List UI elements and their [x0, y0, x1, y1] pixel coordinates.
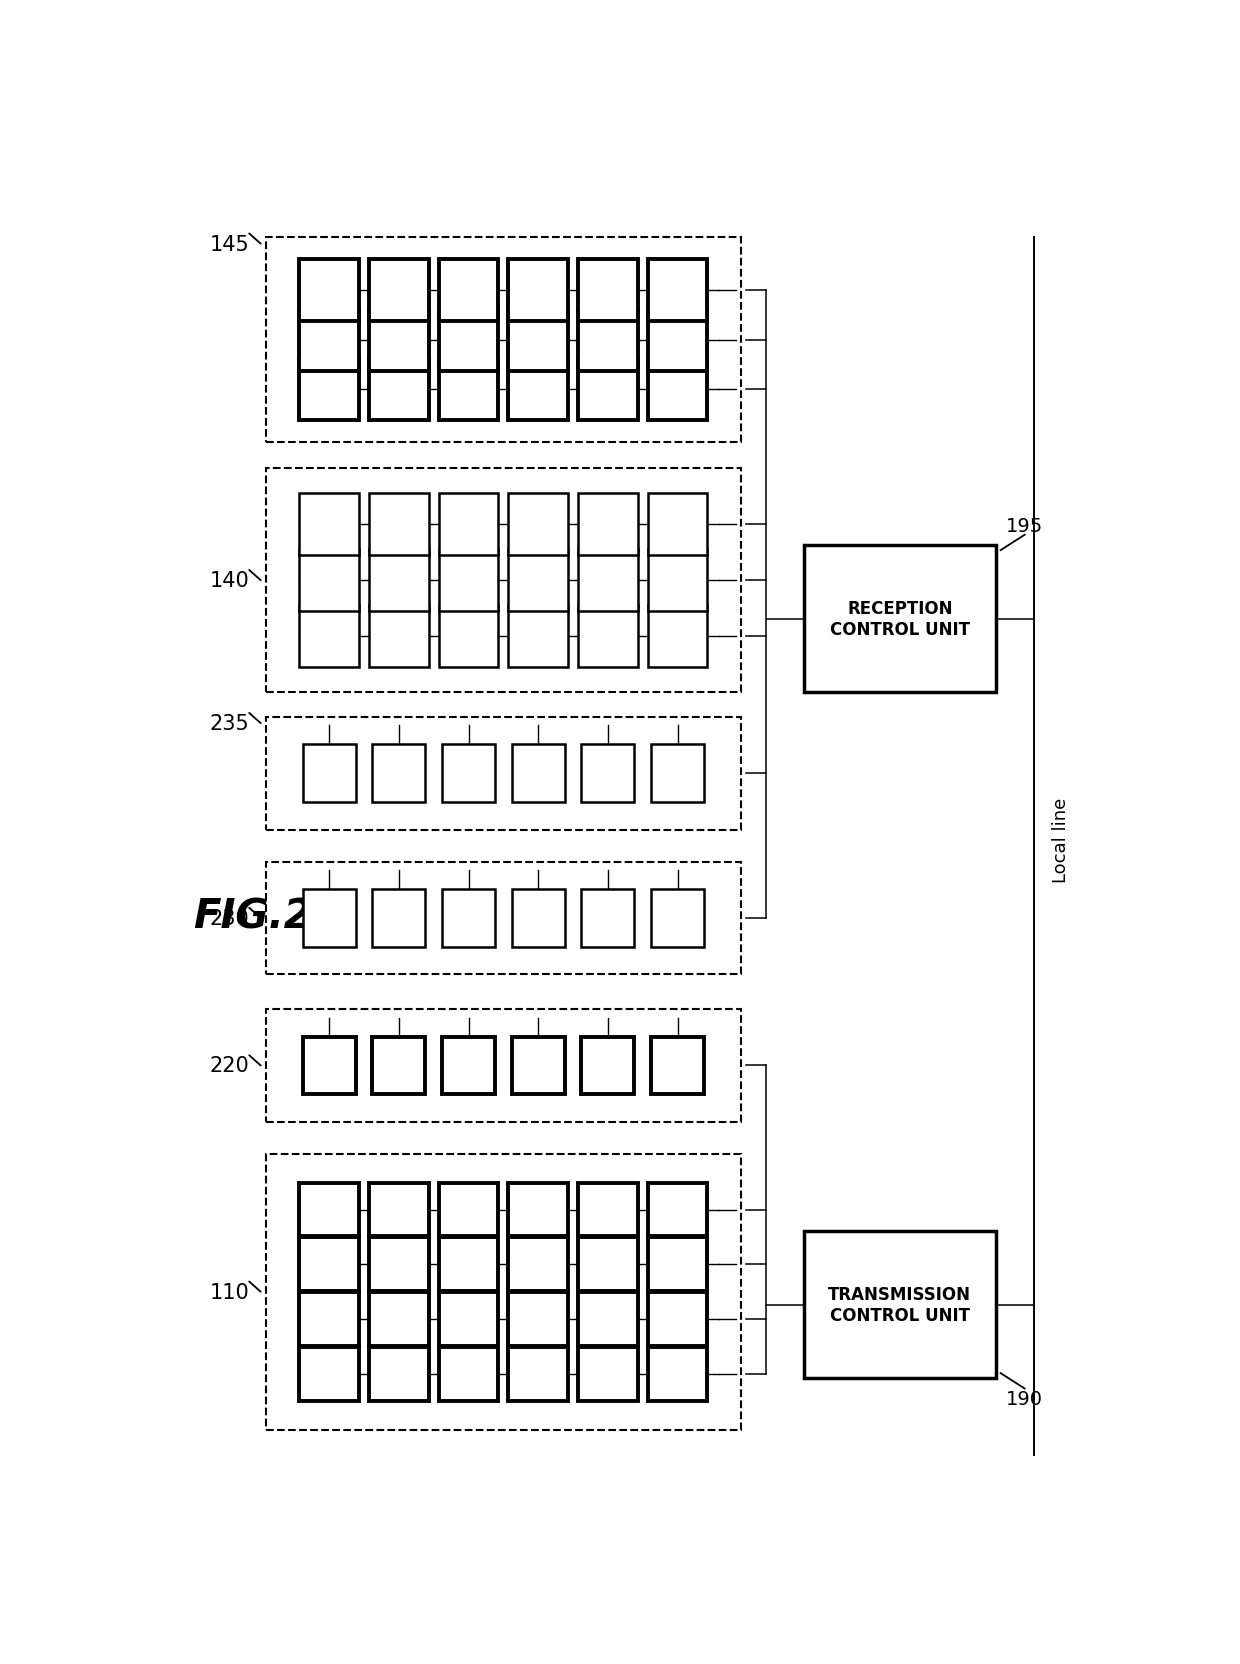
Text: FIG.2: FIG.2: [193, 897, 312, 937]
Bar: [443, 745, 495, 802]
Bar: [439, 359, 498, 421]
Bar: [578, 494, 637, 556]
Bar: [299, 606, 358, 667]
Bar: [299, 1183, 358, 1236]
Bar: [370, 310, 429, 371]
Bar: [647, 1293, 707, 1346]
Bar: [265, 1010, 742, 1122]
Bar: [578, 359, 637, 421]
Bar: [265, 238, 742, 443]
Bar: [578, 310, 637, 371]
Bar: [372, 890, 425, 947]
Bar: [508, 551, 568, 612]
Bar: [370, 260, 429, 321]
Text: 230: 230: [210, 909, 249, 929]
Text: TRANSMISSION
CONTROL UNIT: TRANSMISSION CONTROL UNIT: [828, 1285, 971, 1325]
Bar: [508, 606, 568, 667]
Bar: [647, 310, 707, 371]
Bar: [299, 1293, 358, 1346]
Bar: [651, 745, 704, 802]
Bar: [370, 1293, 429, 1346]
Bar: [370, 551, 429, 612]
Bar: [578, 1293, 637, 1346]
Bar: [804, 546, 996, 692]
Text: 110: 110: [210, 1281, 249, 1301]
Text: 195: 195: [1006, 516, 1043, 536]
Bar: [578, 260, 637, 321]
Bar: [651, 890, 704, 947]
Bar: [439, 1183, 498, 1236]
Bar: [370, 1238, 429, 1291]
Bar: [804, 1231, 996, 1378]
Bar: [582, 1037, 635, 1095]
Bar: [439, 260, 498, 321]
Bar: [508, 260, 568, 321]
Bar: [439, 310, 498, 371]
Text: Local line: Local line: [1053, 797, 1070, 884]
Bar: [439, 1238, 498, 1291]
Bar: [439, 1348, 498, 1401]
Bar: [299, 260, 358, 321]
Bar: [508, 1183, 568, 1236]
Bar: [647, 606, 707, 667]
Bar: [582, 745, 635, 802]
Bar: [647, 260, 707, 321]
Bar: [647, 1238, 707, 1291]
Bar: [647, 359, 707, 421]
Bar: [370, 1348, 429, 1401]
Bar: [578, 1348, 637, 1401]
Bar: [578, 1238, 637, 1291]
Bar: [299, 1238, 358, 1291]
Bar: [512, 890, 564, 947]
Bar: [508, 1293, 568, 1346]
Bar: [372, 745, 425, 802]
Bar: [508, 494, 568, 556]
Bar: [512, 1037, 564, 1095]
Bar: [439, 1293, 498, 1346]
Bar: [265, 1155, 742, 1429]
Bar: [303, 1037, 356, 1095]
Bar: [439, 606, 498, 667]
Bar: [647, 1183, 707, 1236]
Bar: [508, 1238, 568, 1291]
Bar: [647, 551, 707, 612]
Bar: [582, 890, 635, 947]
Bar: [578, 606, 637, 667]
Bar: [303, 890, 356, 947]
Text: RECEPTION
CONTROL UNIT: RECEPTION CONTROL UNIT: [830, 601, 970, 639]
Bar: [299, 310, 358, 371]
Bar: [508, 310, 568, 371]
Bar: [439, 494, 498, 556]
Text: 220: 220: [210, 1057, 249, 1077]
Text: 235: 235: [210, 714, 249, 734]
Bar: [370, 494, 429, 556]
Bar: [265, 469, 742, 692]
Text: 190: 190: [1006, 1389, 1043, 1408]
Bar: [299, 1348, 358, 1401]
Bar: [647, 1348, 707, 1401]
Bar: [265, 862, 742, 975]
Bar: [443, 890, 495, 947]
Text: 140: 140: [210, 571, 249, 591]
Bar: [578, 1183, 637, 1236]
Bar: [512, 745, 564, 802]
Bar: [370, 1183, 429, 1236]
Bar: [647, 494, 707, 556]
Bar: [578, 551, 637, 612]
Bar: [370, 606, 429, 667]
Bar: [372, 1037, 425, 1095]
Bar: [439, 551, 498, 612]
Bar: [299, 551, 358, 612]
Bar: [370, 359, 429, 421]
Bar: [303, 745, 356, 802]
Bar: [443, 1037, 495, 1095]
Bar: [508, 359, 568, 421]
Bar: [299, 359, 358, 421]
Bar: [265, 717, 742, 830]
Text: 145: 145: [210, 235, 249, 255]
Bar: [651, 1037, 704, 1095]
Bar: [299, 494, 358, 556]
Bar: [508, 1348, 568, 1401]
